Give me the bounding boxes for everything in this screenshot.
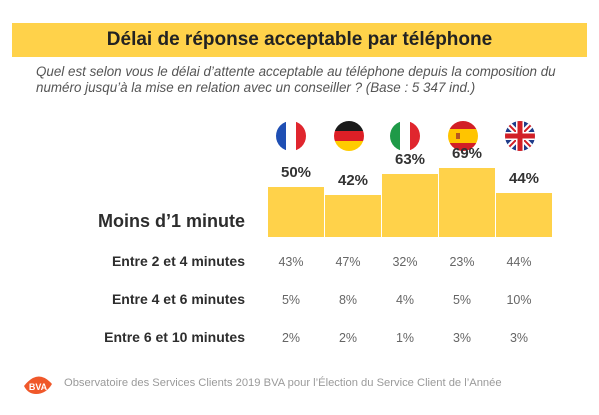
table-cell: 43%	[278, 255, 304, 269]
table-cell: 23%	[449, 255, 475, 269]
table-cell: 3%	[509, 331, 529, 345]
chart-subtitle: Quel est selon vous le délai d’attente a…	[36, 64, 556, 95]
flag-france-icon	[276, 121, 306, 151]
bva-logo-icon: BVA	[22, 372, 54, 396]
chart-title: Délai de réponse acceptable par téléphon…	[106, 29, 493, 50]
bar-france	[268, 187, 324, 237]
table-cell: 3%	[452, 331, 472, 345]
table-cell: 47%	[335, 255, 361, 269]
bar-germany	[325, 195, 381, 237]
table-cell: 2%	[338, 331, 358, 345]
bva-logo-text: BVA	[29, 382, 48, 392]
bar-united-kingdom	[496, 193, 552, 237]
table-cell: 4%	[395, 293, 415, 307]
table-cell: 2%	[281, 331, 301, 345]
table-cell: 5%	[452, 293, 472, 307]
bar-value-label: 42%	[338, 172, 368, 189]
bar-italy	[382, 174, 438, 237]
series-label: Moins d’1 minute	[97, 211, 245, 231]
table-cell: 32%	[392, 255, 418, 269]
row-label: Entre 4 et 6 minutes	[111, 291, 245, 307]
row-label: Entre 6 et 10 minutes	[104, 329, 245, 345]
footer-source: Observatoire des Services Clients 2019 B…	[64, 377, 502, 389]
table-cell: 44%	[506, 255, 532, 269]
title-band: Délai de réponse acceptable par téléphon…	[12, 23, 587, 57]
bar-value-label: 63%	[395, 151, 425, 168]
flag-spain-icon	[448, 121, 478, 151]
bar-value-label: 50%	[281, 164, 311, 181]
bar-spain	[439, 168, 495, 237]
bar-value-label: 44%	[509, 170, 539, 187]
row-label: Entre 2 et 4 minutes	[111, 253, 245, 269]
flag-uk-icon	[505, 121, 535, 151]
bar-value-label: 69%	[452, 145, 482, 162]
table-cell: 1%	[395, 331, 415, 345]
flag-germany-icon	[334, 121, 364, 151]
table-cell: 10%	[506, 293, 532, 307]
table-cell: 5%	[281, 293, 301, 307]
flag-italy-icon	[390, 121, 420, 151]
table-cell: 8%	[338, 293, 358, 307]
